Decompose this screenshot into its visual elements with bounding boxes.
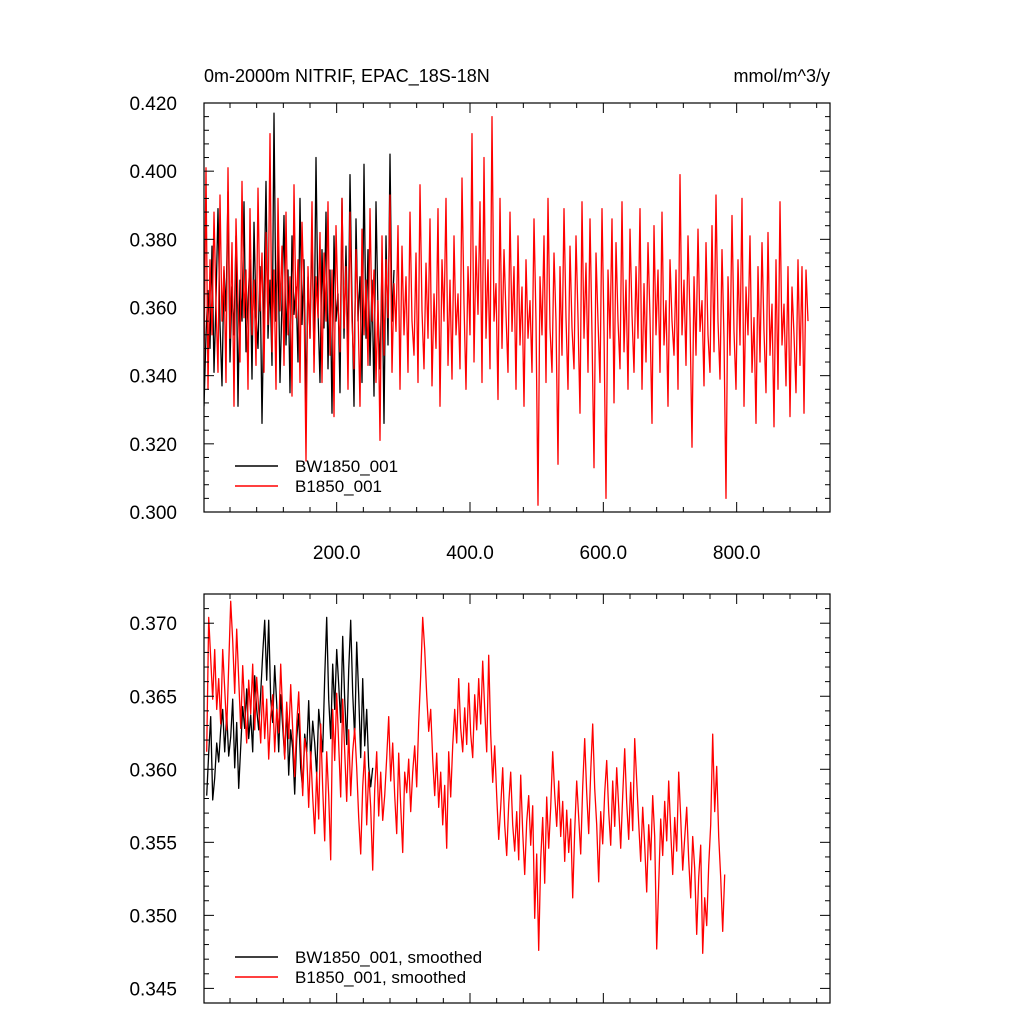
top-panel: 0m-2000m NITRIF, EPAC_18S-18N mmol/m^3/y… bbox=[129, 66, 831, 564]
bottom-axes: 0.345 0.350 0.355 0.360 0.365 0.370 bbox=[129, 593, 831, 1004]
bottom-y-tick-label: 0.370 bbox=[129, 614, 177, 635]
top-y-tick-label: 0.380 bbox=[129, 230, 177, 251]
bottom-y-tick-label: 0.350 bbox=[129, 906, 177, 927]
top-x-tick-label: 800.0 bbox=[713, 543, 761, 564]
bottom-y-tick-label: 0.355 bbox=[129, 833, 177, 854]
top-y-tick-label: 0.400 bbox=[129, 162, 177, 183]
top-axes: 0.300 0.320 0.340 0.360 0.380 0.400 0.420 200.0… bbox=[129, 94, 831, 564]
bottom-series-line-2 bbox=[206, 600, 726, 954]
top-legend-label-2: B1850_001 bbox=[295, 477, 382, 496]
bottom-legend-label-2: B1850_001, smoothed bbox=[295, 968, 466, 987]
top-series-group bbox=[204, 112, 809, 506]
top-y-tick-label: 0.420 bbox=[129, 94, 177, 115]
top-x-tick-label: 600.0 bbox=[580, 543, 628, 564]
bottom-panel: 0.345 0.350 0.355 0.360 0.365 0.370 BW1850_00… bbox=[129, 593, 831, 1004]
chart-title: 0m-2000m NITRIF, EPAC_18S-18N bbox=[204, 66, 490, 87]
top-y-tick-label: 0.300 bbox=[129, 503, 177, 524]
bottom-y-tick-label: 0.360 bbox=[129, 760, 177, 781]
bottom-y-tick-label: 0.365 bbox=[129, 687, 177, 708]
top-series-line-2 bbox=[204, 115, 809, 506]
bottom-plot-frame bbox=[203, 593, 831, 1004]
bottom-y-tick-label: 0.345 bbox=[129, 979, 177, 1000]
top-x-tick-label: 200.0 bbox=[313, 543, 361, 564]
bottom-legend-label-1: BW1850_001, smoothed bbox=[295, 948, 482, 967]
top-y-tick-label: 0.340 bbox=[129, 367, 177, 388]
top-y-tick-label: 0.320 bbox=[129, 435, 177, 456]
units-label: mmol/m^3/y bbox=[734, 66, 830, 86]
top-legend-label-1: BW1850_001 bbox=[295, 457, 398, 476]
top-y-tick-label: 0.360 bbox=[129, 299, 177, 320]
bottom-series-group bbox=[206, 600, 726, 954]
top-x-tick-label: 400.0 bbox=[446, 543, 494, 564]
bottom-series-line-1 bbox=[206, 616, 374, 801]
